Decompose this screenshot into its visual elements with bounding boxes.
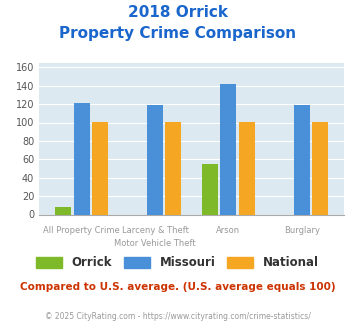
Bar — [73, 103, 90, 214]
Text: Compared to U.S. average. (U.S. average equals 100): Compared to U.S. average. (U.S. average … — [20, 282, 335, 292]
Text: © 2025 CityRating.com - https://www.cityrating.com/crime-statistics/: © 2025 CityRating.com - https://www.city… — [45, 312, 310, 321]
Bar — [202, 164, 218, 214]
Bar — [312, 121, 328, 214]
Bar — [220, 84, 236, 214]
Text: Burglary: Burglary — [284, 226, 320, 235]
Text: All Property Crime: All Property Crime — [43, 226, 120, 235]
Text: Property Crime Comparison: Property Crime Comparison — [59, 26, 296, 41]
Legend: Orrick, Missouri, National: Orrick, Missouri, National — [32, 252, 323, 274]
Bar — [239, 121, 255, 214]
Text: Arson: Arson — [216, 226, 240, 235]
Bar — [147, 105, 163, 214]
Bar — [165, 121, 181, 214]
Bar — [55, 207, 71, 215]
Bar — [92, 121, 108, 214]
Text: Larceny & Theft: Larceny & Theft — [121, 226, 189, 235]
Text: Motor Vehicle Theft: Motor Vehicle Theft — [114, 239, 196, 248]
Bar — [294, 105, 310, 214]
Text: 2018 Orrick: 2018 Orrick — [127, 5, 228, 20]
